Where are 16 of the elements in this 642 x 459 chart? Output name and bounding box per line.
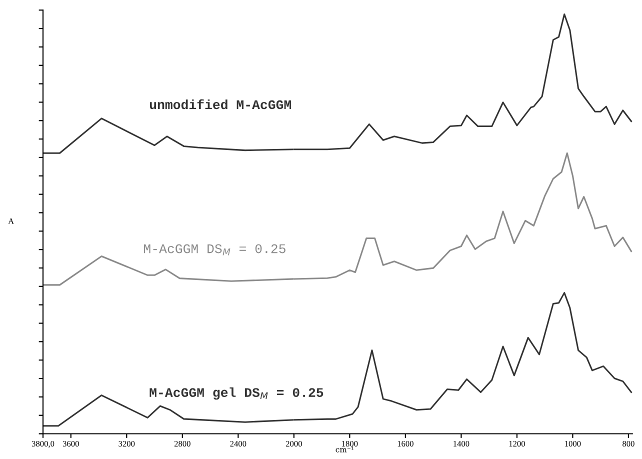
series-label: M-AcGGM DS$_{M}$ = 0.25: [144, 244, 286, 256]
series-label: M-AcGGM gel DS$_{M}$ = 0.25: [150, 387, 324, 400]
x-tick-label: 3200: [118, 440, 135, 447]
x-tick-label: 2000: [286, 440, 302, 447]
x-tick-label: 1000: [565, 440, 581, 447]
x-tick-label: 2400: [230, 440, 246, 447]
x-tick-label: 1800: [342, 440, 358, 447]
x-tick-label: 800: [622, 440, 634, 447]
x-tick-label: 1400: [454, 440, 470, 447]
x-tick-label: 2800: [174, 440, 190, 447]
x-tick-label: 1200: [509, 440, 525, 447]
x-tick-label: 3800,0: [32, 440, 54, 448]
x-tick-label: 3600: [62, 440, 79, 447]
text: unmodified M-AcGGM: [150, 99, 291, 110]
y-axis-title: A: [8, 218, 14, 224]
x-tick-label: 1600: [398, 440, 414, 447]
